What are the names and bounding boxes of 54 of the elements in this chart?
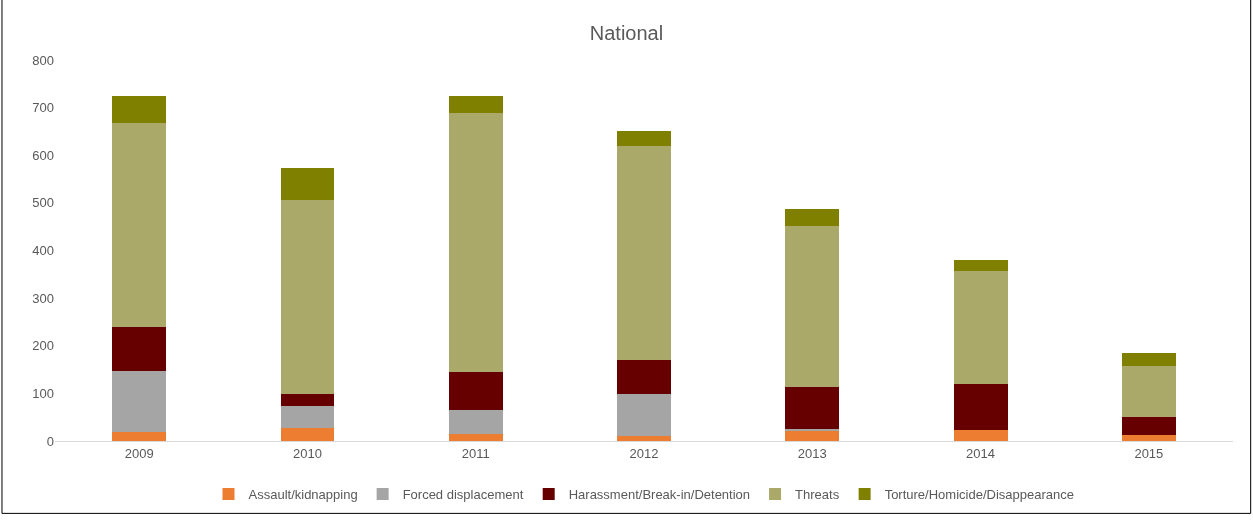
bar <box>112 326 167 372</box>
legend-label: Threats <box>795 487 840 503</box>
bar <box>1121 417 1176 436</box>
y-tick-label: 100 <box>32 385 54 401</box>
y-tick-label: 800 <box>32 52 54 68</box>
bar <box>617 145 671 360</box>
bar <box>953 270 1008 384</box>
bar <box>112 371 167 433</box>
bar <box>785 386 840 429</box>
legend-label: Torture/Homicide/Disappearance <box>884 487 1074 503</box>
y-tick-label: 200 <box>32 338 54 354</box>
bar <box>112 432 167 441</box>
bar <box>280 200 335 394</box>
bar <box>953 260 1008 271</box>
y-tick-label: 600 <box>32 147 54 163</box>
bar <box>785 226 840 387</box>
bar <box>448 112 503 372</box>
bar <box>280 393 335 407</box>
legend-label: Harassment/Break-in/Detention <box>568 487 751 503</box>
bar <box>112 96 167 123</box>
bar <box>617 359 671 395</box>
bar <box>617 394 671 437</box>
x-tick-label: 2015 <box>1134 445 1164 461</box>
legend-label: Assault/kidnapping <box>248 487 358 503</box>
bar <box>280 428 335 441</box>
bar <box>953 383 1008 431</box>
y-tick-label: 0 <box>46 433 54 449</box>
x-tick-label: 2011 <box>461 445 490 461</box>
bar <box>448 96 503 113</box>
bar <box>280 167 335 201</box>
y-tick-label: 300 <box>32 290 54 306</box>
x-tick-label: 2014 <box>966 445 996 461</box>
x-tick-label: 2012 <box>629 445 659 461</box>
x-tick-label: 2013 <box>797 445 827 461</box>
bar <box>617 130 671 146</box>
bar <box>953 430 1008 441</box>
x-tick-label: 2009 <box>124 445 154 461</box>
legend-label: Forced displacement <box>402 487 524 503</box>
bar <box>617 436 671 441</box>
bar <box>1121 352 1176 366</box>
bar <box>1121 435 1176 441</box>
bar <box>785 208 840 227</box>
bar <box>448 371 503 410</box>
y-tick-label: 700 <box>32 100 54 116</box>
bar <box>448 433 503 441</box>
bar <box>448 409 503 434</box>
chart-title: National <box>589 22 664 45</box>
y-tick-label: 500 <box>32 195 54 211</box>
bar <box>280 406 335 429</box>
x-tick-label: 2010 <box>292 445 322 461</box>
bar <box>112 122 167 327</box>
bar <box>785 430 840 441</box>
bar <box>1121 365 1176 418</box>
y-tick-label: 400 <box>32 243 54 259</box>
